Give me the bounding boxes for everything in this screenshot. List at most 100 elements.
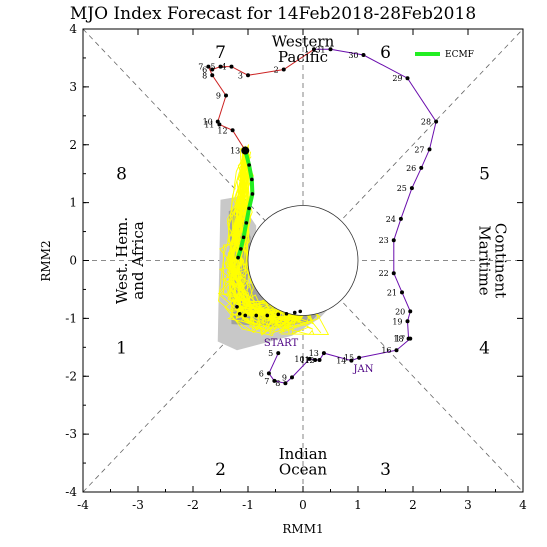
jan-point	[408, 309, 413, 314]
feb-point	[312, 47, 316, 52]
forecast-point	[237, 311, 242, 316]
region-left-line1: West. Hem.	[113, 217, 131, 304]
jan-point	[409, 186, 414, 191]
ensemble-mean-point	[239, 247, 243, 251]
region-top-line1: Western	[272, 32, 335, 50]
phase-5-label: 5	[479, 165, 490, 185]
phase-8-label: 8	[116, 165, 127, 185]
y-tick-label: 4	[69, 22, 77, 36]
legend-label: ECMF	[445, 50, 474, 60]
ensemble-mean-point	[236, 255, 240, 260]
y-axis-label: RMM2	[39, 240, 53, 281]
jan-point	[434, 119, 439, 124]
feb-point-label: 13	[230, 147, 240, 156]
region-top-line2: Pacific	[278, 48, 328, 66]
feb-point	[206, 64, 211, 69]
jan-point	[290, 375, 294, 380]
feb-point-label: 6	[202, 66, 207, 75]
jan-point	[266, 371, 271, 376]
phase-4-label: 4	[479, 338, 490, 358]
jan-point	[276, 351, 281, 356]
ensemble-mean-point	[247, 206, 251, 211]
x-axis-label: RMM1	[282, 522, 323, 536]
phase-6-label: 6	[380, 43, 391, 63]
jan-point	[349, 358, 354, 363]
forecast-point	[292, 310, 297, 315]
feb-point-label: 11	[204, 120, 214, 129]
jan-point-label: 5	[268, 349, 273, 358]
x-tick-label: 4	[519, 498, 527, 512]
region-right-line1: Maritime	[476, 225, 494, 295]
jan-point	[272, 378, 277, 383]
y-tick-label: -3	[65, 427, 77, 441]
jan-point-label: 26	[406, 164, 416, 173]
y-tick-label: 3	[69, 80, 77, 94]
feb-point-label: 4	[221, 63, 226, 72]
phase-2-label: 2	[215, 460, 226, 480]
jan-point-label: 11	[300, 356, 310, 365]
ensemble-mean-point	[244, 221, 249, 225]
jan-point	[328, 47, 333, 52]
jan-point-label: 16	[381, 346, 391, 355]
feb-point	[215, 119, 220, 124]
jan-point-label: 28	[421, 118, 431, 127]
jan-point-label: 27	[414, 145, 424, 154]
jan-point	[398, 216, 403, 221]
feb-point	[210, 67, 215, 72]
start-label: START	[264, 338, 299, 349]
jan-point	[391, 271, 396, 276]
jan-point-label: 14	[336, 357, 346, 366]
feb-point	[246, 73, 250, 78]
ensemble-member-line	[227, 148, 319, 335]
ensemble-mean-point	[250, 192, 255, 196]
y-tick-label: -4	[65, 485, 77, 499]
x-tick-label: -2	[187, 498, 199, 512]
jan-point-label: 23	[379, 236, 389, 245]
feb-point-label: 2	[274, 66, 279, 75]
jan-point-label: 17	[395, 335, 405, 344]
chart-title: MJO Index Forecast for 14Feb2018-28Feb20…	[70, 4, 476, 24]
phase-1-label: 1	[116, 338, 127, 358]
region-bottom-line1: Indian	[279, 445, 328, 463]
forecast-point	[298, 309, 303, 314]
forecast-point	[254, 313, 259, 318]
ensemble-mean-point	[241, 235, 246, 240]
jan-point-label: 18	[393, 335, 403, 344]
jan-point	[361, 53, 366, 58]
y-tick-label: -2	[65, 369, 77, 383]
feb-point-label: 1	[304, 45, 309, 54]
ensemble-mean-point	[250, 177, 254, 182]
forecast-point	[235, 305, 239, 309]
jan-point-label: 19	[392, 317, 402, 326]
current-day-marker	[241, 146, 250, 155]
jan-point	[405, 76, 410, 81]
y-tick-label: 1	[69, 196, 77, 210]
jan-point-label: 22	[379, 269, 389, 278]
jan-label: JAN	[353, 364, 374, 375]
feb-point	[210, 73, 215, 78]
jan-point-label: 21	[387, 288, 397, 297]
jan-point-label: 24	[386, 215, 396, 224]
jan-point-label: 6	[259, 369, 264, 378]
jan-point	[283, 381, 288, 386]
feb-point-label: 5	[210, 63, 215, 72]
feb-point-label: 3	[238, 71, 243, 80]
jan-point-label: 15	[344, 354, 354, 363]
jan-point-label: 29	[392, 74, 402, 83]
feb-point-label: 9	[216, 92, 221, 101]
forecast-point	[276, 312, 281, 317]
unit-circle	[247, 205, 359, 316]
y-tick-label: 2	[69, 138, 77, 152]
jan-point	[307, 356, 312, 361]
ensemble-member-line	[230, 147, 321, 318]
jan-point-label: 9	[282, 373, 287, 382]
x-tick-label: -1	[242, 498, 254, 512]
x-tick-label: 3	[464, 498, 472, 512]
jan-point	[317, 358, 322, 363]
feb-point	[281, 67, 286, 72]
x-tick-label: 2	[409, 498, 417, 512]
jan-point	[357, 355, 362, 360]
jan-point-label: 13	[309, 349, 319, 358]
forecast-point	[265, 313, 270, 318]
